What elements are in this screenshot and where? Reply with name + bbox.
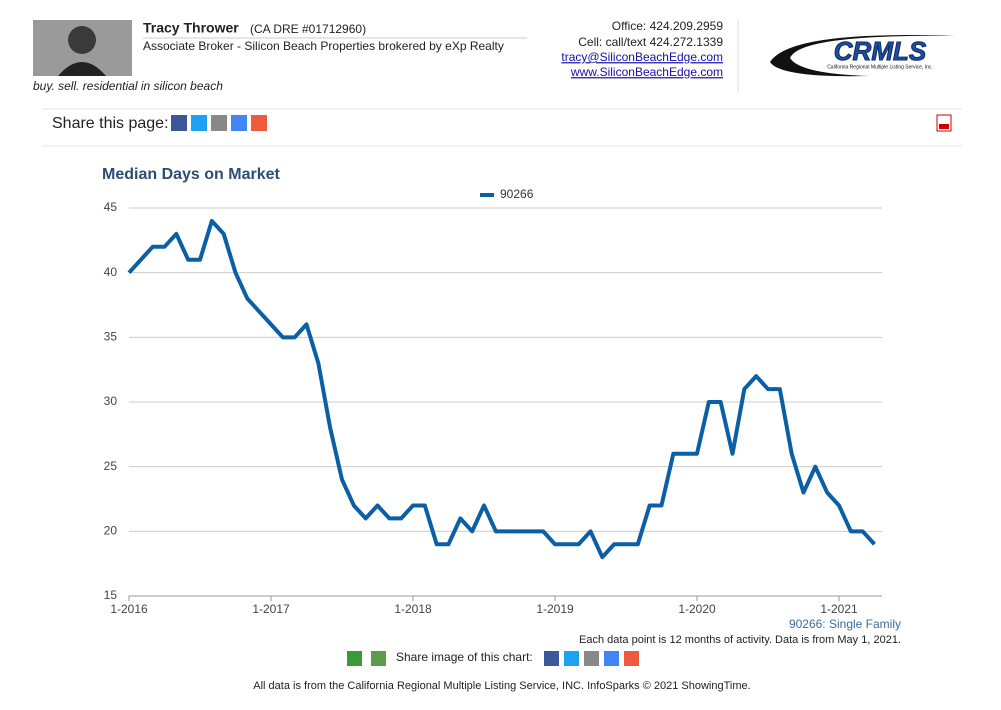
- x-tick-label: 1-2018: [394, 602, 432, 616]
- license: (CA DRE #01712960): [250, 22, 366, 36]
- x-tick-label: 1-2019: [536, 602, 574, 616]
- photo-figure: [68, 26, 96, 54]
- chart-title: Median Days on Market: [102, 166, 281, 183]
- y-tick-label: 45: [104, 200, 118, 214]
- legend-label: 90266: [500, 187, 534, 201]
- share-icons: [171, 115, 267, 131]
- source-note: Each data point is 12 months of activity…: [579, 634, 901, 646]
- email-icon[interactable]: [211, 115, 227, 131]
- y-tick-label: 25: [104, 459, 118, 473]
- twitter-icon[interactable]: [564, 651, 579, 666]
- more-icon[interactable]: [251, 115, 267, 131]
- crmls-logo: CRMLS California Regional Multiple Listi…: [770, 35, 955, 77]
- agent-name: Tracy Thrower: [143, 20, 239, 36]
- share-chart-icon[interactable]: [347, 651, 362, 666]
- y-tick-label: 20: [104, 524, 118, 538]
- logo-text: CRMLS: [834, 36, 927, 66]
- series-line: [127, 218, 876, 560]
- x-tick-label: 1-2016: [110, 602, 148, 616]
- x-tick-label: 1-2021: [820, 602, 858, 616]
- pdf-icon-band: [939, 124, 949, 129]
- y-tick-label: 40: [104, 265, 118, 279]
- excel-icon[interactable]: [371, 651, 386, 666]
- tagline: buy. sell. residential in silicon beach: [33, 79, 223, 93]
- photo-figure: [58, 62, 106, 76]
- x-tick-label: 1-2017: [252, 602, 290, 616]
- share-label: Share this page:: [52, 115, 169, 132]
- more-icon[interactable]: [624, 651, 639, 666]
- series-note: 90266: Single Family: [789, 617, 901, 631]
- share-image-label: Share image of this chart:: [396, 650, 533, 664]
- cell-phone: Cell: call/text 424.272.1339: [578, 35, 723, 49]
- facebook-icon[interactable]: [544, 651, 559, 666]
- y-tick-label: 35: [104, 330, 118, 344]
- email-link[interactable]: tracy@SiliconBeachEdge.com: [561, 50, 723, 64]
- website-link[interactable]: www.SiliconBeachEdge.com: [570, 65, 723, 79]
- y-tick-label: 15: [104, 588, 118, 602]
- email-icon[interactable]: [584, 651, 599, 666]
- google-icon[interactable]: [231, 115, 247, 131]
- office-phone: Office: 424.209.2959: [612, 19, 724, 33]
- x-tick-label: 1-2020: [678, 602, 716, 616]
- y-tick-label: 30: [104, 394, 118, 408]
- twitter-icon[interactable]: [191, 115, 207, 131]
- logo-subtitle: California Regional Multiple Listing Ser…: [827, 64, 933, 70]
- role: Associate Broker - Silicon Beach Propert…: [143, 39, 504, 53]
- google-icon[interactable]: [604, 651, 619, 666]
- facebook-icon[interactable]: [171, 115, 187, 131]
- disclaimer: All data is from the California Regional…: [253, 680, 750, 692]
